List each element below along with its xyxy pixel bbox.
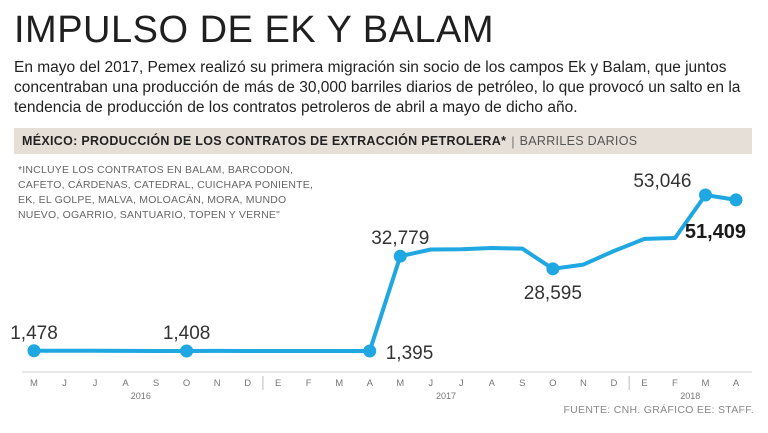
chart-header-bar: MÉXICO: PRODUCCIÓN DE LOS CONTRATOS DE E… xyxy=(14,128,752,154)
year-label: 2016 xyxy=(131,391,151,401)
year-label: 2017 xyxy=(436,391,456,401)
data-point-marker xyxy=(729,193,743,207)
chart-header-title: MÉXICO: PRODUCCIÓN DE LOS CONTRATOS DE E… xyxy=(22,134,507,148)
x-tick-label: D xyxy=(610,378,617,389)
x-tick-label: A xyxy=(733,378,740,389)
series-line xyxy=(32,193,738,353)
data-point-marker xyxy=(27,344,41,358)
x-tick-label: J xyxy=(62,378,67,389)
x-tick-label: J xyxy=(459,378,464,389)
x-tick-label: O xyxy=(549,378,556,389)
data-label: 28,595 xyxy=(524,283,582,304)
data-point-marker xyxy=(180,344,194,358)
chart-footnote: *INCLUYE LOS CONTRATOS EN BALAM, BARCODO… xyxy=(18,164,314,221)
x-tick-label: A xyxy=(367,378,374,389)
data-label: 53,046 xyxy=(633,171,691,192)
data-point-marker xyxy=(363,344,377,358)
x-tick-label: M xyxy=(30,378,38,389)
x-tick-label: D xyxy=(244,378,251,389)
x-tick-label: M xyxy=(396,378,404,389)
x-tick-label: S xyxy=(153,378,159,389)
x-tick-label: A xyxy=(122,378,129,389)
x-tick-label: N xyxy=(580,378,587,389)
x-tick-label: O xyxy=(183,378,190,389)
x-tick-label: S xyxy=(519,378,525,389)
source-credit: FUENTE: CNH. GRÁFICO EE: STAFF. xyxy=(563,404,754,416)
year-label: 2018 xyxy=(680,391,700,401)
x-tick-label: N xyxy=(214,378,221,389)
data-label: 1,395 xyxy=(386,343,434,364)
data-label: 32,779 xyxy=(371,228,429,249)
data-label: 1,408 xyxy=(163,323,211,344)
data-label: 1,478 xyxy=(10,323,58,344)
x-tick-label: F xyxy=(672,378,678,389)
x-tick-label: A xyxy=(489,378,496,389)
x-tick-label: E xyxy=(641,378,647,389)
intro-paragraph: En mayo del 2017, Pemex realizó su prime… xyxy=(14,59,741,116)
x-tick-label: M xyxy=(702,378,710,389)
chart-title: IMPULSO DE EK Y BALAM xyxy=(14,9,495,51)
data-point-marker xyxy=(698,188,712,202)
x-tick-label: F xyxy=(306,378,312,389)
chart-header-separator: | xyxy=(511,133,515,149)
x-tick-label: J xyxy=(93,378,98,389)
data-label: 51,409 xyxy=(685,221,746,243)
x-tick-label: M xyxy=(335,378,343,389)
chart-header-units: BARRILES DARIOS xyxy=(519,134,638,148)
x-tick-label: J xyxy=(428,378,433,389)
x-tick-label: E xyxy=(275,378,281,389)
data-point-marker xyxy=(546,262,560,276)
data-point-marker xyxy=(393,249,407,263)
